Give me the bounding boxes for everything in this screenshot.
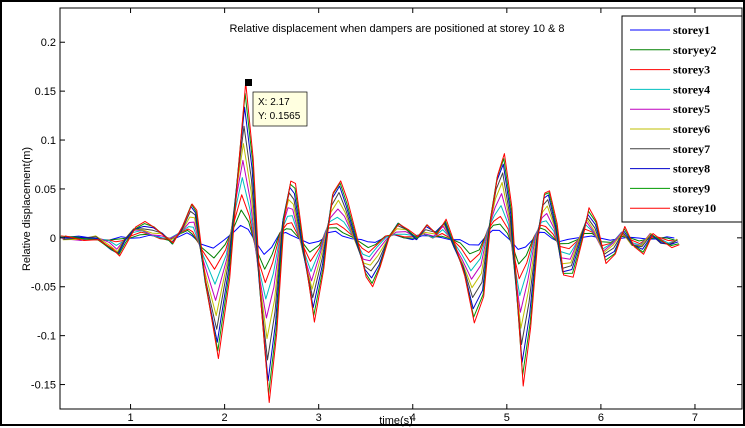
y-tick-label: 0.2 — [41, 37, 56, 49]
x-tick-label: 7 — [692, 412, 698, 424]
legend-label: storey6 — [673, 122, 710, 136]
y-tick-label: -0.15 — [31, 380, 56, 392]
x-tick-label: 2 — [222, 412, 228, 424]
legend-label: storyey2 — [673, 43, 716, 57]
legend-label: storey9 — [673, 181, 710, 195]
x-tick-label: 1 — [127, 412, 133, 424]
y-axis-label: Relative displacement(m) — [21, 147, 33, 271]
legend-label: storey7 — [673, 142, 710, 156]
legend-label: storey8 — [673, 162, 710, 176]
y-tick-label: 0.1 — [41, 135, 56, 147]
data-tip-y: Y: 0.1565 — [258, 111, 301, 122]
x-axis-label: time(s) — [379, 415, 413, 427]
y-tick-label: 0.15 — [35, 86, 56, 98]
y-tick-label: 0.05 — [35, 184, 56, 196]
data-tip-marker[interactable] — [245, 79, 252, 86]
legend[interactable]: storey1 storyey2 storey3 storey4 storey5 stor… — [622, 16, 742, 222]
legend-label: storey10 — [673, 201, 716, 215]
data-tip-x: X: 2.17 — [258, 97, 290, 108]
legend-label: storey1 — [673, 23, 710, 37]
legend-label: storey5 — [673, 102, 710, 116]
y-tick-label: 0 — [50, 233, 56, 245]
x-tick-label: 3 — [316, 412, 322, 424]
legend-label: storey4 — [673, 82, 710, 96]
y-tick-label: -0.05 — [31, 282, 56, 294]
x-tick-label: 5 — [504, 412, 510, 424]
y-tick-label: -0.1 — [37, 331, 56, 343]
chart-title: Relative displacement when dampers are p… — [229, 23, 564, 35]
legend-label: storey3 — [673, 63, 710, 77]
x-tick-label: 6 — [598, 412, 604, 424]
